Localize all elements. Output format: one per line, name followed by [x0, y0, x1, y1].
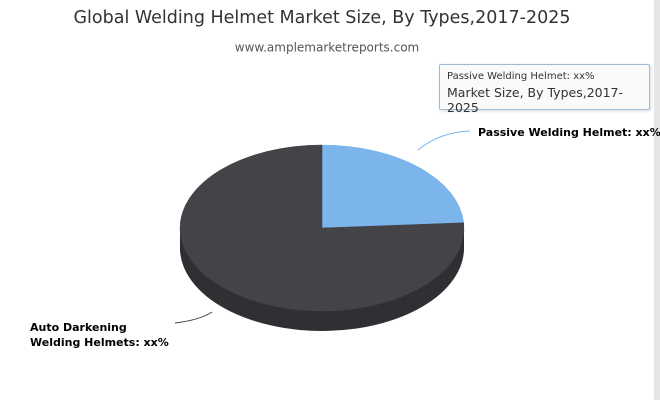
pie-slice [179, 144, 465, 312]
scrollbar [654, 0, 660, 400]
chart-title: Global Welding Helmet Market Size, By Ty… [73, 8, 570, 28]
pie [179, 144, 465, 331]
pie-slice [321, 144, 464, 229]
data-label: Auto Darkening Welding Helmets: xx% [30, 321, 169, 349]
tooltip: Passive Welding Helmet: xx% Market Size,… [439, 64, 650, 115]
tooltip-text: Market Size, By Types,2017-2025 [447, 85, 624, 115]
tooltip-title: Passive Welding Helmet: xx% [447, 71, 595, 82]
chart-subtitle: www.amplemarketreports.com [235, 41, 419, 55]
connector [417, 130, 471, 151]
data-label: Passive Welding Helmet: xx% [478, 126, 660, 139]
connector [174, 311, 213, 324]
